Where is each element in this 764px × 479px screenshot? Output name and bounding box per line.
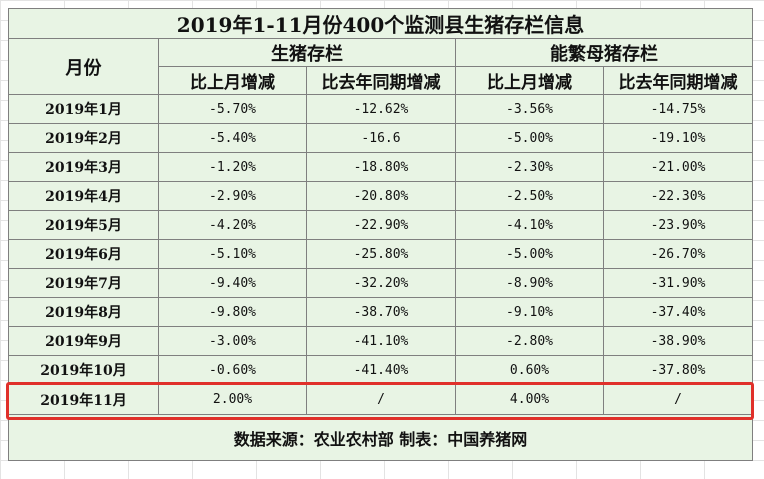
month-cell[interactable]: 2019年5月 [8,210,159,240]
month-cell[interactable]: 2019年2月 [8,123,159,153]
value-cell[interactable]: -14.75% [602,94,754,124]
month-cell[interactable]: 2019年10月 [8,355,159,385]
value-cell[interactable]: -5.00% [455,123,604,153]
month-cell[interactable]: 2019年8月 [8,297,159,327]
table-row: 2019年5月 -4.20% -22.90% -4.10% -23.90% [8,210,754,240]
month-cell[interactable]: 2019年7月 [8,268,159,298]
value-cell[interactable]: -2.50% [455,181,604,211]
value-cell[interactable]: -23.90% [602,210,754,240]
source-footer: 数据来源：农业农村部 制表：中国养猪网 [7,414,754,461]
month-cell[interactable]: 2019年4月 [8,181,159,211]
value-cell[interactable]: -2.90% [158,181,307,211]
value-cell[interactable]: -9.10% [455,297,604,327]
subheader-sows-yoy: 比去年同期增减 [602,66,754,95]
value-cell[interactable]: -2.30% [455,152,604,182]
value-cell[interactable]: -5.70% [158,94,307,124]
subheader-hogs-yoy: 比去年同期增减 [306,66,456,95]
hog-inventory-table: 2019年1-11月份400个监测县生猪存栏信息 月份 生猪存栏 能繁母猪存栏 … [7,8,754,461]
value-cell[interactable]: -8.90% [455,268,604,298]
value-cell[interactable]: 4.00% [455,384,604,415]
value-cell[interactable]: / [306,384,456,415]
value-cell[interactable]: -9.40% [158,268,307,298]
value-cell[interactable]: -25.80% [306,239,456,269]
month-cell[interactable]: 2019年6月 [8,239,159,269]
table-row-highlighted: 2019年11月 2.00% / 4.00% / [8,384,754,415]
table-row: 2019年3月 -1.20% -18.80% -2.30% -21.00% [8,152,754,182]
month-column-header: 月份 [8,38,159,95]
value-cell[interactable]: -0.60% [158,355,307,385]
value-cell[interactable]: -26.70% [602,239,754,269]
value-cell[interactable]: -3.00% [158,326,307,356]
value-cell[interactable]: / [602,384,754,415]
table-row: 2019年9月 -3.00% -41.10% -2.80% -38.90% [8,326,754,356]
value-cell[interactable]: -37.80% [602,355,754,385]
value-cell[interactable]: 0.60% [455,355,604,385]
month-cell[interactable]: 2019年9月 [8,326,159,356]
value-cell[interactable]: -41.10% [306,326,456,356]
value-cell[interactable]: -1.20% [158,152,307,182]
table-row: 2019年6月 -5.10% -25.80% -5.00% -26.70% [8,239,754,269]
value-cell[interactable]: -38.70% [306,297,456,327]
table-row: 2019年7月 -9.40% -32.20% -8.90% -31.90% [8,268,754,298]
value-cell[interactable]: -4.20% [158,210,307,240]
table-row: 2019年4月 -2.90% -20.80% -2.50% -22.30% [8,181,754,211]
value-cell[interactable]: -41.40% [306,355,456,385]
subheader-hogs-mom: 比上月增减 [158,66,307,95]
value-cell[interactable]: -18.80% [306,152,456,182]
value-cell[interactable]: -16.6 [306,123,456,153]
table-row: 2019年2月 -5.40% -16.6 -5.00% -19.10% [8,123,754,153]
subheader-sows-mom: 比上月增减 [455,66,604,95]
value-cell[interactable]: -22.90% [306,210,456,240]
table-row: 2019年1月 -5.70% -12.62% -3.56% -14.75% [8,94,754,124]
value-cell[interactable]: -3.56% [455,94,604,124]
value-cell[interactable]: -20.80% [306,181,456,211]
value-cell[interactable]: 2.00% [158,384,307,415]
month-cell[interactable]: 2019年1月 [8,94,159,124]
value-cell[interactable]: -4.10% [455,210,604,240]
table-row: 2019年8月 -9.80% -38.70% -9.10% -37.40% [8,297,754,327]
month-cell[interactable]: 2019年3月 [8,152,159,182]
month-cell[interactable]: 2019年11月 [8,384,159,415]
value-cell[interactable]: -5.10% [158,239,307,269]
table-row: 2019年10月 -0.60% -41.40% 0.60% -37.80% [8,355,754,385]
value-cell[interactable]: -5.40% [158,123,307,153]
value-cell[interactable]: -9.80% [158,297,307,327]
value-cell[interactable]: -32.20% [306,268,456,298]
value-cell[interactable]: -12.62% [306,94,456,124]
value-cell[interactable]: -2.80% [455,326,604,356]
value-cell[interactable]: -5.00% [455,239,604,269]
value-cell[interactable]: -37.40% [602,297,754,327]
value-cell[interactable]: -38.90% [602,326,754,356]
value-cell[interactable]: -31.90% [602,268,754,298]
table-title: 2019年1-11月份400个监测县生猪存栏信息 [7,8,754,39]
value-cell[interactable]: -19.10% [602,123,754,153]
group-header-live-hogs: 生猪存栏 [158,38,456,67]
value-cell[interactable]: -21.00% [602,152,754,182]
group-header-breeding-sows: 能繁母猪存栏 [454,38,754,67]
value-cell[interactable]: -22.30% [602,181,754,211]
